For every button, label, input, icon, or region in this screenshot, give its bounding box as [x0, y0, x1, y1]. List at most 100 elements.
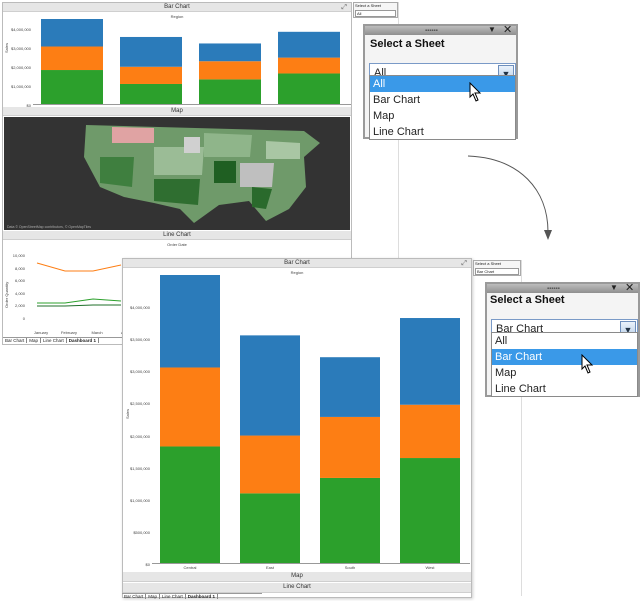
tick-label: $1,000,000 — [10, 83, 31, 89]
map-view[interactable]: Data © OpenStreetMap contributors, © Ope… — [4, 117, 350, 230]
dropdown-title-b: Select a Sheet — [490, 294, 565, 306]
y-axis-title-b: Sales — [125, 408, 130, 419]
tick-label: West — [425, 565, 435, 570]
sheet-dropdown-b[interactable]: ▪▪▪▪▪▪ ▼ ✕ Select a Sheet Bar Chart ▼ Al… — [485, 282, 640, 397]
bar-south-seg2[interactable] — [320, 357, 380, 417]
tick-label: March — [91, 330, 103, 335]
us-map — [84, 125, 320, 223]
sheet-options-list: All Bar Chart Map Line Chart — [369, 75, 516, 140]
sheet-tabs-a: Bar Chart Map Line Chart Dashboard 1 — [3, 337, 123, 345]
expand-icon[interactable]: ⤢ — [341, 4, 347, 11]
tick-label: $3,500,000 — [129, 337, 150, 343]
bar-east-seg0[interactable] — [120, 83, 182, 105]
dropdown-menu-icon[interactable]: ▼ — [488, 25, 496, 34]
close-icon[interactable]: ✕ — [503, 24, 513, 36]
tab-dashboard-1-b[interactable]: Dashboard 1 — [186, 594, 219, 599]
bar-east-seg2[interactable] — [120, 36, 182, 67]
tick-label: South — [344, 565, 356, 570]
option-map[interactable]: Map — [373, 110, 395, 122]
bar-south-seg0[interactable] — [199, 79, 261, 105]
bar-chart-b — [152, 275, 470, 564]
option-bar-chart[interactable]: Bar Chart — [373, 94, 421, 106]
option-all[interactable]: All — [370, 76, 515, 92]
expand-icon-b[interactable]: ⤢ — [461, 260, 467, 267]
tick-label: $3,000,000 — [10, 45, 31, 51]
divider-b — [521, 260, 522, 596]
tab-line-chart-b[interactable]: Line Chart — [160, 594, 186, 599]
bar-east-seg1[interactable] — [120, 66, 182, 84]
grip-icon-b[interactable]: ▪▪▪▪▪▪ — [547, 286, 560, 292]
bar-east-seg1[interactable] — [240, 435, 300, 494]
sheet-tabs-b: Bar Chart Map Line Chart Dashboard 1 — [122, 593, 262, 601]
line-x-title: Order Date — [167, 242, 187, 247]
region-header-b: Region — [290, 270, 304, 275]
bar-west-seg2[interactable] — [400, 318, 460, 405]
tab-map-b[interactable]: Map — [146, 594, 161, 599]
tick-label: January — [33, 330, 49, 335]
line-chart-title-b: Line Chart — [123, 583, 471, 593]
tick-label: $500,000 — [133, 529, 150, 535]
tick-label: 8,000 — [14, 265, 25, 271]
mini-select-value-b: Bar Chart — [475, 268, 519, 275]
tick-label: $3,000,000 — [129, 369, 150, 375]
bar-south-seg1[interactable] — [199, 61, 261, 80]
tick-label: Central — [183, 565, 197, 570]
dashboard-bar: Bar Chart ⤢ Region Sales $4,000,000 $3,50… — [122, 258, 472, 598]
tick-label: $2,500,000 — [129, 401, 150, 407]
cursor-icon-b — [581, 354, 594, 374]
tick-label: 10,000 — [12, 253, 25, 258]
bar-central-seg2[interactable] — [160, 275, 220, 368]
bar-central-seg0[interactable] — [160, 446, 220, 564]
tick-label: $1,500,000 — [129, 465, 150, 471]
dashboard-all: Bar Chart ⤢ Region Sales $4,000,000 $3,00… — [2, 2, 352, 345]
close-icon-b[interactable]: ✕ — [625, 282, 635, 294]
mini-select-b[interactable]: Select a Sheet Bar Chart — [473, 260, 521, 276]
tick-label: East — [265, 565, 274, 570]
dropdown-menu-icon-b[interactable]: ▼ — [610, 283, 618, 292]
bar-west-seg2[interactable] — [278, 31, 340, 58]
divider — [398, 2, 399, 342]
bar-east-seg0[interactable] — [240, 493, 300, 564]
bar-central-seg1[interactable] — [160, 367, 220, 447]
tab-dashboard-1[interactable]: Dashboard 1 — [67, 338, 100, 343]
tab-line-chart[interactable]: Line Chart — [41, 338, 67, 343]
tick-label: $4,000,000 — [10, 26, 31, 32]
tick-label: February — [60, 330, 77, 335]
tick-label: 4,000 — [14, 290, 25, 296]
tab-map[interactable]: Map — [27, 338, 42, 343]
bar-west-seg1[interactable] — [278, 57, 340, 74]
option-map-b[interactable]: Map — [495, 367, 517, 379]
mini-select-a[interactable]: Select a Sheet All — [353, 2, 398, 18]
region-header: Region — [170, 14, 184, 19]
tick-label: 2,000 — [14, 303, 25, 308]
option-line-chart[interactable]: Line Chart — [373, 126, 424, 138]
dropdown-titlebar: ▪▪▪▪▪▪ ▼ ✕ — [365, 24, 516, 36]
tick-label: 6,000 — [14, 278, 25, 283]
dropdown-titlebar-b: ▪▪▪▪▪▪ ▼ ✕ — [487, 282, 638, 294]
bar-central-seg2[interactable] — [41, 19, 103, 47]
mini-select-value: All — [355, 10, 396, 17]
option-bar-chart-b[interactable]: Bar Chart — [492, 349, 637, 365]
sheet-options-list-b: All Bar Chart Map Line Chart — [491, 332, 638, 397]
bar-west-seg0[interactable] — [400, 458, 460, 564]
tick-label: $0 — [145, 562, 150, 567]
option-all-b[interactable]: All — [495, 335, 508, 347]
bar-central-seg0[interactable] — [41, 70, 103, 105]
grip-icon[interactable]: ▪▪▪▪▪▪ — [425, 28, 438, 34]
bar-central-seg1[interactable] — [41, 46, 103, 71]
bar-south-seg2[interactable] — [199, 43, 261, 62]
bar-south-seg1[interactable] — [320, 416, 380, 478]
tick-label: $2,000,000 — [129, 433, 150, 439]
line-chart-title: Line Chart — [3, 231, 351, 240]
tick-label: $0 — [26, 103, 31, 108]
bar-south-seg0[interactable] — [320, 477, 380, 564]
sheet-dropdown-a[interactable]: ▪▪▪▪▪▪ ▼ ✕ Select a Sheet All ▼ All Bar … — [363, 24, 518, 140]
option-line-chart-b[interactable]: Line Chart — [495, 383, 546, 395]
bar-east-seg2[interactable] — [240, 335, 300, 436]
tab-bar-chart-b[interactable]: Bar Chart — [122, 594, 147, 599]
bar-west-seg0[interactable] — [278, 73, 340, 105]
bar-west-seg1[interactable] — [400, 404, 460, 459]
map-title: Map — [3, 107, 351, 116]
tick-label: $2,000,000 — [10, 64, 31, 70]
tab-bar-chart[interactable]: Bar Chart — [3, 338, 28, 343]
